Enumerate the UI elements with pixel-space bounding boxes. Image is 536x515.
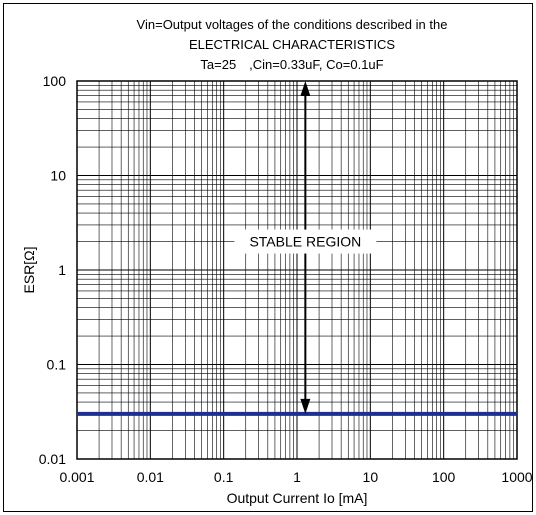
x-tick-label: 100 xyxy=(432,469,456,485)
x-tick-label: 10 xyxy=(363,469,379,485)
y-tick-label: 1 xyxy=(58,262,66,278)
y-tick-label: 0.1 xyxy=(47,357,67,373)
grid xyxy=(77,81,517,459)
stable-region-label: STABLE REGION xyxy=(249,234,361,250)
y-axis-label: ESR[Ω] xyxy=(21,246,37,293)
x-tick-label: 0.001 xyxy=(59,469,94,485)
annotation-layer: STABLE REGION xyxy=(234,81,377,414)
x-tick-label: 0.01 xyxy=(137,469,164,485)
chart-title-line-1: Vin=Output voltages of the conditions de… xyxy=(137,17,448,32)
y-tick-labels: 0.01 0.1 1 10 100 xyxy=(39,73,66,467)
y-tick-label: 0.01 xyxy=(39,451,66,467)
x-axis-label: Output Current Io [mA] xyxy=(227,490,368,506)
x-tick-label: 1 xyxy=(293,469,301,485)
x-tick-label: 1000 xyxy=(501,469,532,485)
chart-title-line-3: Ta=25 ,Cin=0.33uF, Co=0.1uF xyxy=(200,57,383,72)
chart-border xyxy=(3,3,533,512)
x-tick-labels: 0.001 0.01 0.1 1 10 100 1000 xyxy=(59,469,532,485)
x-tick-label: 0.1 xyxy=(214,469,234,485)
chart-title-line-2: ELECTRICAL CHARACTERISTICS xyxy=(189,37,395,52)
y-tick-label: 10 xyxy=(50,168,66,184)
arrow-head-down xyxy=(300,398,311,414)
plot-area-frame xyxy=(76,80,518,460)
arrow-head-up xyxy=(300,81,311,96)
stable-region-label-bg xyxy=(234,229,377,254)
y-tick-label: 100 xyxy=(43,73,67,89)
